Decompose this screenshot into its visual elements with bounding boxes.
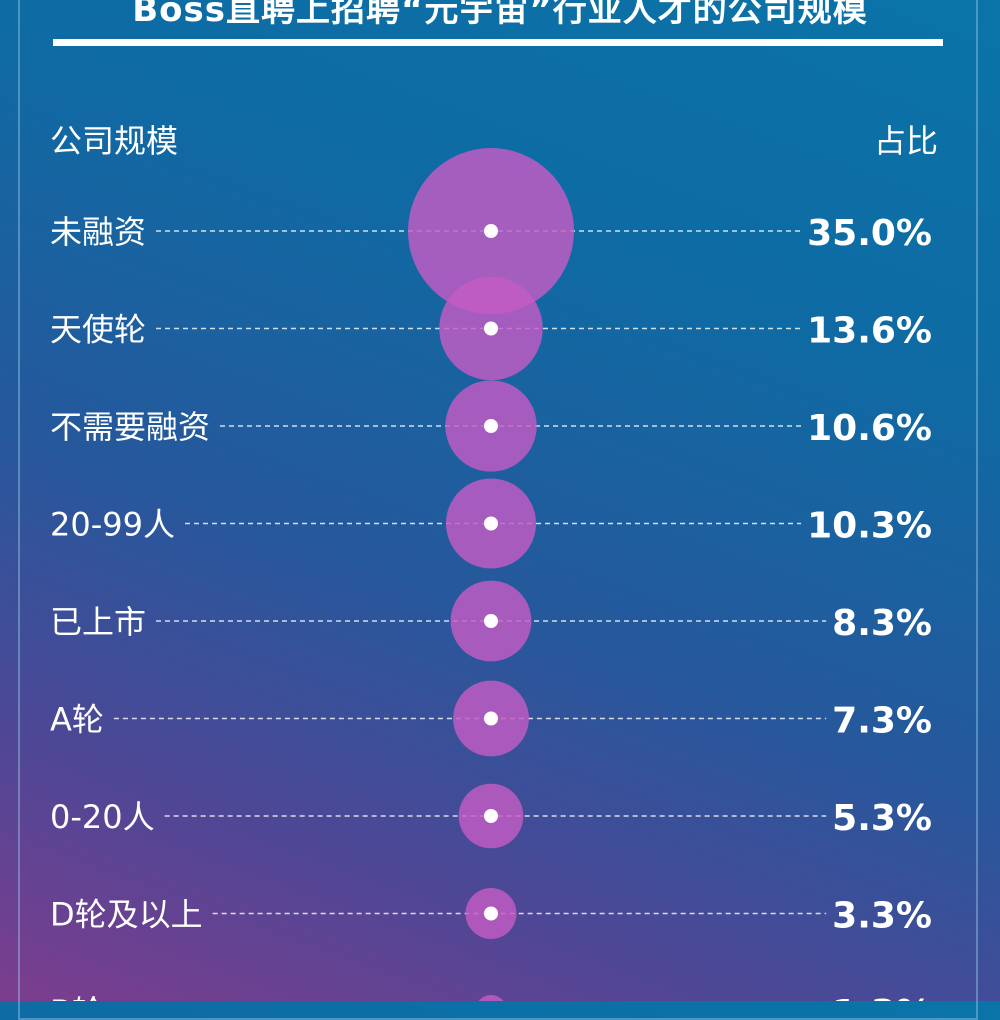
bubble: [478, 995, 504, 1001]
value-label: 5.3%: [832, 798, 932, 839]
category-label: 不需要融资: [50, 408, 210, 446]
value-label: 1.3%: [832, 993, 932, 1001]
title-underline: [53, 39, 943, 46]
bubble-center-dot: [484, 614, 498, 628]
category-label: 20-99人: [50, 506, 175, 544]
bubble-center-dot: [484, 809, 498, 823]
category-label: 已上市: [50, 603, 146, 641]
column-header-share: 占比: [873, 122, 938, 160]
bubble-center-dot: [484, 516, 498, 531]
category-label: 0-20人: [50, 798, 155, 836]
bubble-center-dot: [484, 224, 498, 238]
category-label: A轮: [50, 701, 104, 739]
value-label: 35.0%: [807, 213, 932, 254]
bubble-center-dot: [484, 419, 498, 433]
bubble-center-dot: [484, 711, 498, 726]
category-label: 天使轮: [50, 311, 146, 349]
value-label: 10.6%: [807, 408, 932, 449]
category-label: B轮: [50, 993, 104, 1001]
labels: 35.0% 未融资 13.6% 天使轮 10.6% 不需要融资 10.3% 20-99人 8.3…: [50, 213, 932, 1001]
value-label: 10.3%: [807, 506, 932, 547]
category-label: 未融资: [50, 213, 146, 251]
value-label: 7.3%: [832, 701, 932, 742]
bubble-center-dot: [484, 906, 498, 921]
column-header-company-size: 公司规模: [50, 122, 179, 160]
bubble-center-dot: [484, 321, 498, 336]
chart-title: Boss直聘上招聘“元宇宙”行业人才的公司规模: [132, 0, 868, 26]
bubbles: [408, 148, 574, 1001]
category-label: D轮及以上: [50, 896, 203, 934]
value-label: 8.3%: [832, 603, 932, 644]
value-label: 13.6%: [807, 311, 932, 352]
value-label: 3.3%: [832, 896, 932, 937]
